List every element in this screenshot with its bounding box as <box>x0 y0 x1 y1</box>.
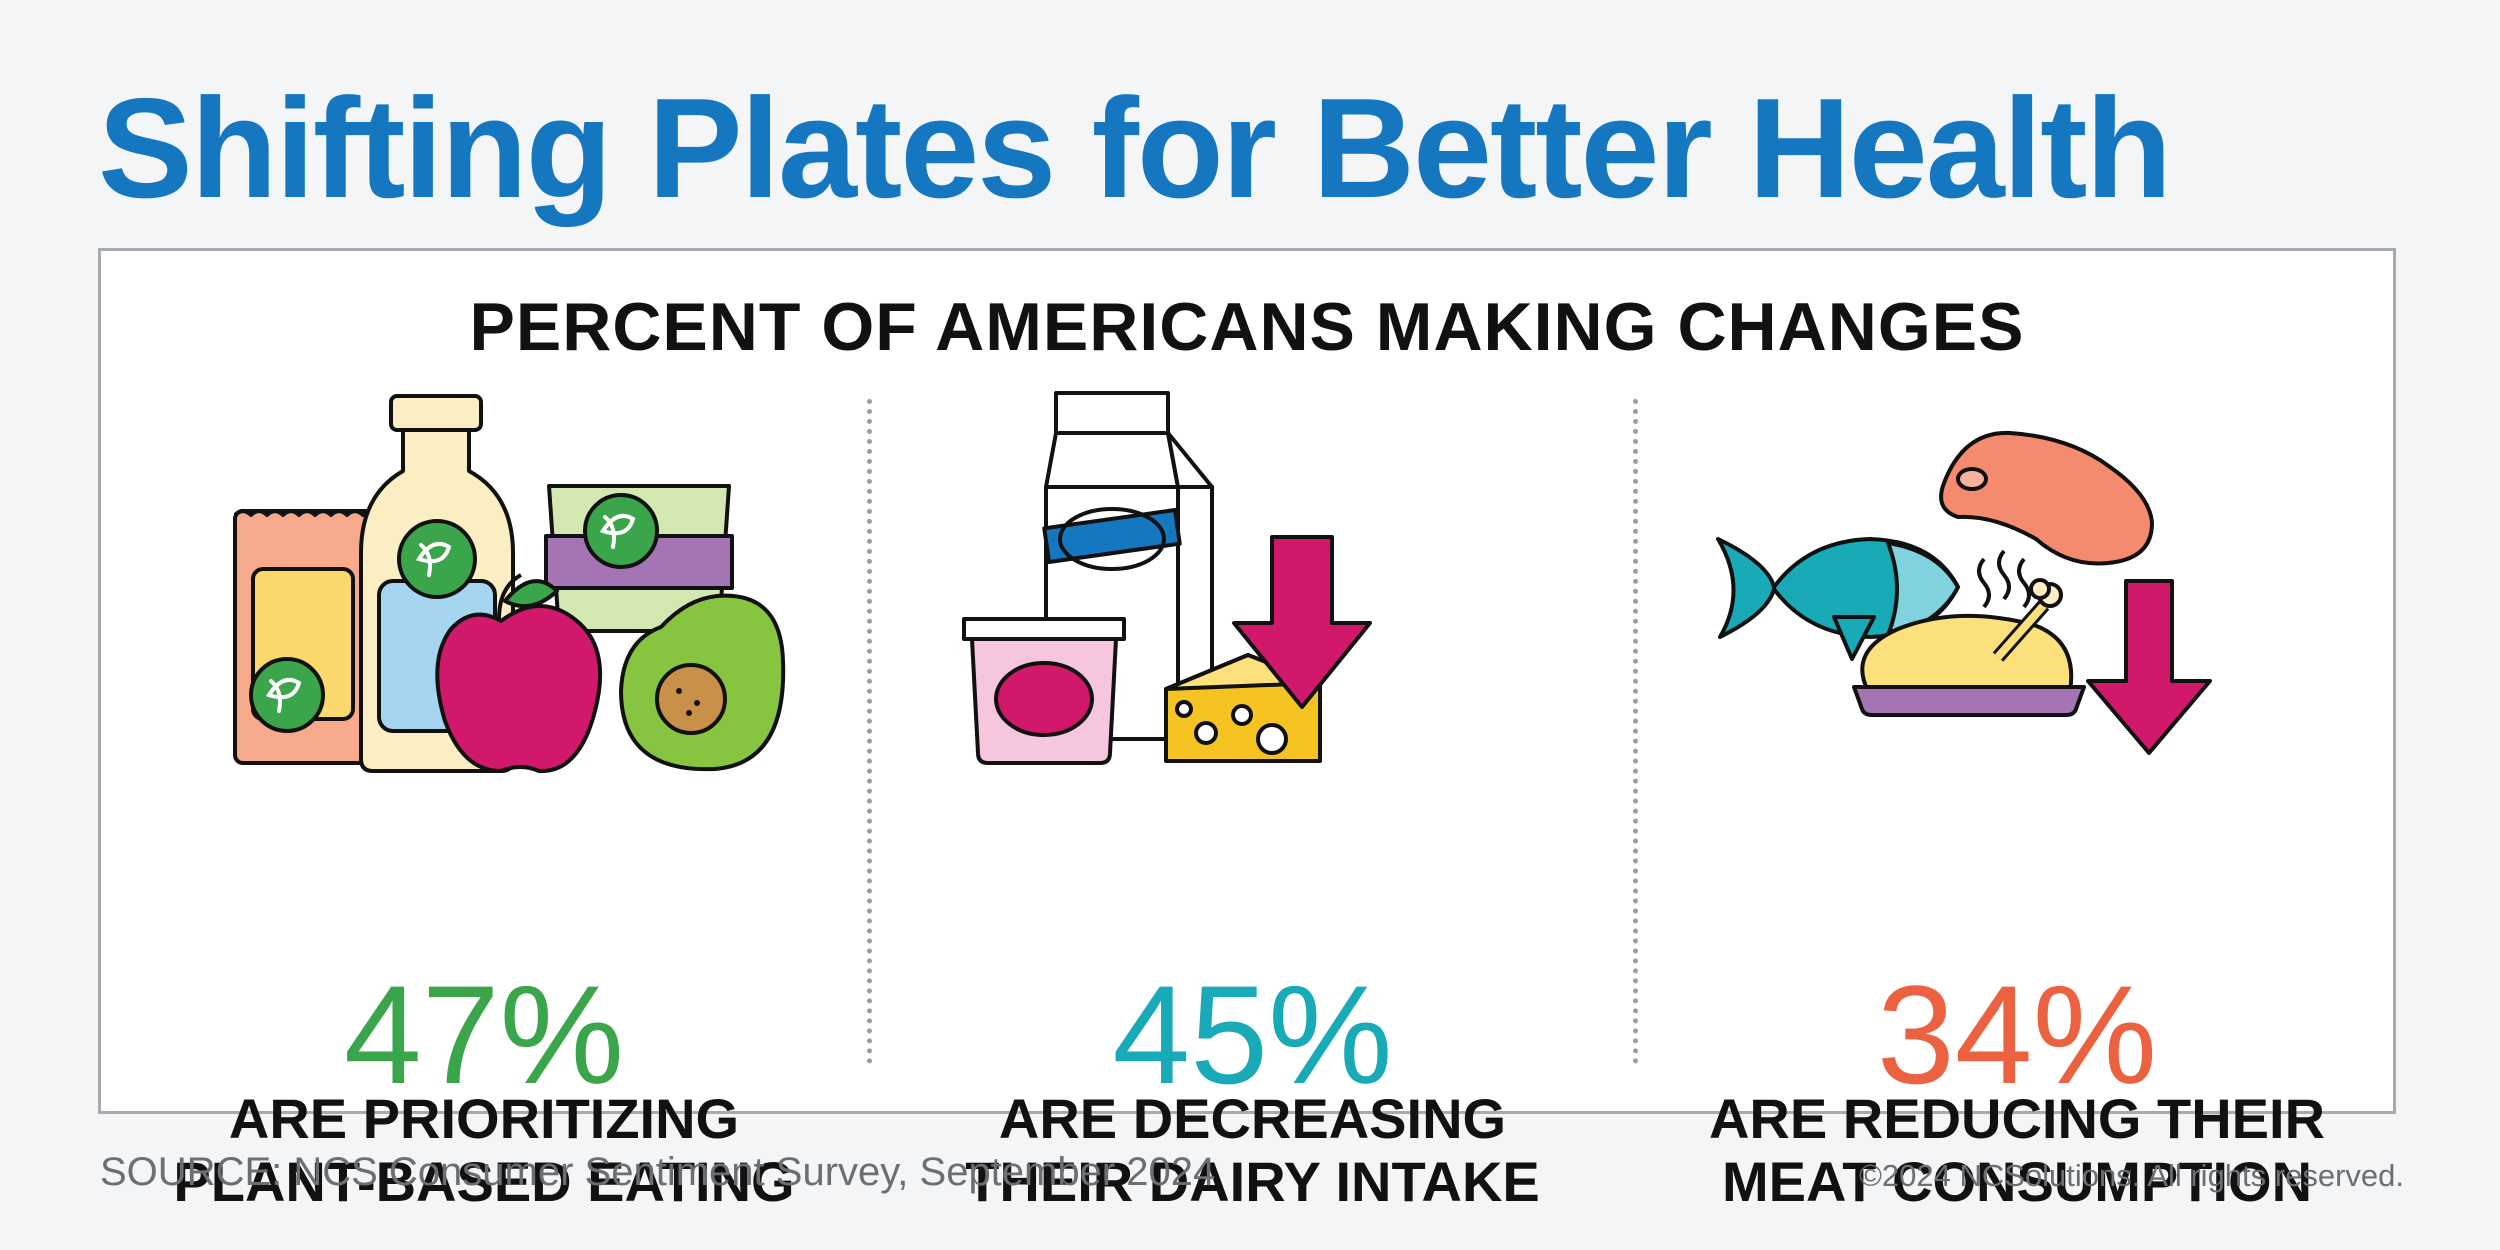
meat-and-fish-icon <box>1716 430 2212 755</box>
stat-dairy: 45% ARE DECREASING THEIR DAIRY INTAKE <box>872 391 1633 1210</box>
caption-line-1: ARE PRIORITIZING <box>228 1087 740 1150</box>
caption-line-1: ARE DECREASING <box>998 1087 1507 1150</box>
source-note: SOURCE: NCS Consumer Sentiment Survey, S… <box>100 1150 1216 1194</box>
plant-based-foods-icon <box>233 394 786 774</box>
caption-line-2: MEAT CONSUMPTION <box>1721 1150 2313 1213</box>
caption-line-2: PLANT-BASED EATING <box>173 1150 795 1213</box>
stat-caption: ARE DECREASING THEIR DAIRY INTAKE <box>872 1091 1633 1210</box>
divider-left <box>867 399 872 1064</box>
page-title: Shifting Plates for Better Health <box>98 69 2172 228</box>
dairy-products-icon <box>962 391 1372 765</box>
stat-caption: ARE REDUCING THEIR MEAT CONSUMPTION <box>1638 1091 2396 1210</box>
stat-plant-based: 47% ARE PRIORITIZING PLANT-BASED EATING <box>101 391 867 1210</box>
stat-value: 45% <box>1112 956 1393 1113</box>
copyright-note: ©2024 NCSolutions. All rights reserved. <box>1859 1158 2404 1193</box>
caption-line-2: THEIR DAIRY INTAKE <box>965 1150 1540 1213</box>
divider-right <box>1633 399 1638 1064</box>
stat-caption: ARE PRIORITIZING PLANT-BASED EATING <box>101 1091 867 1210</box>
stat-value: 47% <box>343 956 625 1113</box>
stat-value: 34% <box>1876 956 2158 1113</box>
caption-line-1: ARE REDUCING THEIR <box>1708 1087 2326 1150</box>
stat-meat: 34% ARE REDUCING THEIR MEAT CONSUMPTION <box>1638 391 2396 1210</box>
stats-panel: PERCENT OF AMERICANS MAKING CHANGES <box>98 248 2396 1210</box>
panel-subtitle: PERCENT OF AMERICANS MAKING CHANGES <box>469 289 2025 365</box>
